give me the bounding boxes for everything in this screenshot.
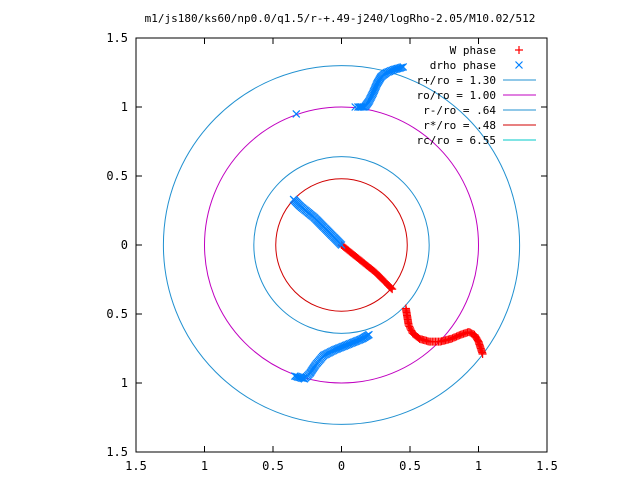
x-tick-label: 1	[201, 459, 208, 473]
circle-r-ro-48	[275, 178, 408, 312]
chart-title: m1/js180/ks60/np0.0/q1.5/r-+.49-j240/log…	[145, 12, 536, 25]
drho-phase-point	[396, 63, 405, 72]
x-tick-label: 0.5	[399, 459, 421, 473]
drho-phase-point	[337, 241, 346, 249]
data-series	[289, 63, 487, 383]
x-axis: 1.5 1 0.5 0 0.5 1 1.5	[125, 38, 558, 473]
y-tick-label: 1	[121, 376, 128, 390]
reference-circles	[162, 65, 521, 425]
circle-r-ro-1-30	[162, 65, 521, 425]
drho-phase-series	[289, 63, 408, 383]
y-tick-label: 1	[121, 100, 128, 114]
drho-phase-outlier	[351, 103, 360, 111]
x-tick-label: 0	[338, 459, 345, 473]
drho-phase-point	[397, 63, 406, 72]
legend-label: rc/ro = 6.55	[417, 134, 496, 147]
x-tick-label: 1.5	[125, 459, 147, 473]
y-tick-label: 0.5	[106, 169, 128, 183]
circle-ro-ro-1-00	[204, 106, 479, 384]
w-phase-point	[515, 46, 523, 54]
x-tick-label: 1	[475, 459, 482, 473]
legend-label: W phase	[450, 44, 496, 57]
legend-label: r+/ro = 1.30	[417, 74, 496, 87]
y-axis: 1.5 1 0.5 0 0.5 1 1.5	[106, 31, 547, 459]
legend-label: r*/ro = .48	[423, 119, 496, 132]
drho-phase-point	[399, 63, 408, 71]
x-tick-label: 1.5	[536, 459, 558, 473]
w-phase-point	[387, 284, 396, 293]
drho-phase-point	[364, 330, 373, 339]
legend-label: ro/ro = 1.00	[417, 89, 496, 102]
drho-phase-outlier	[292, 109, 301, 118]
legend: W phase drho phase r+/ro = 1.30 ro/ro = 1.0…	[417, 44, 536, 147]
legend-label: r-/ro = .64	[423, 104, 496, 117]
legend-drho-marker	[515, 61, 523, 69]
w-phase-series	[337, 241, 487, 359]
circle-r-ro-64	[253, 156, 430, 334]
x-tick-label: 0.5	[262, 459, 284, 473]
w-phase-point	[388, 285, 397, 294]
w-phase-point	[478, 350, 487, 359]
y-tick-label: 1.5	[106, 445, 128, 459]
y-tick-label: 1.5	[106, 31, 128, 45]
y-tick-label: 0	[121, 238, 128, 252]
y-tick-label: 0.5	[106, 307, 128, 321]
legend-label: drho phase	[430, 59, 496, 72]
